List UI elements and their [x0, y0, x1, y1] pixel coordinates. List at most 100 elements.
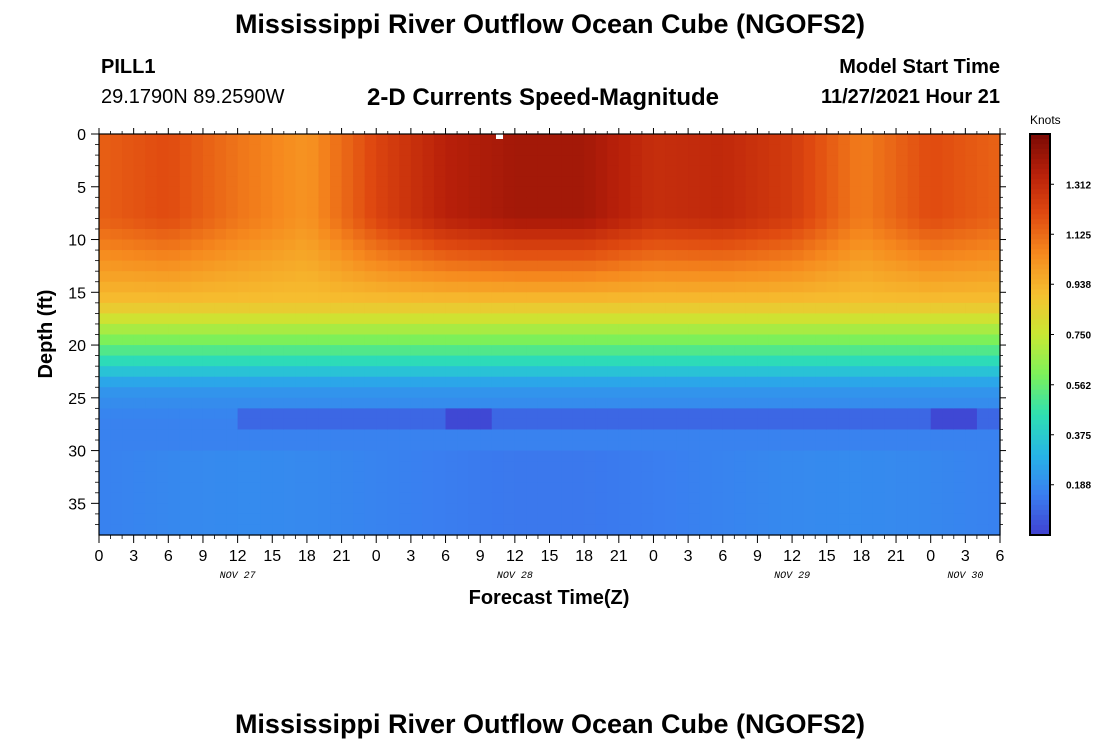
heatmap-cell — [884, 513, 897, 526]
heatmap-cell — [480, 397, 493, 409]
heatmap-cell — [99, 239, 112, 251]
heatmap-cell — [653, 239, 666, 251]
heatmap-cell — [318, 461, 331, 473]
heatmap-cell — [803, 387, 816, 399]
heatmap-cell — [145, 355, 158, 367]
colorbar-swatch — [1030, 134, 1050, 140]
heatmap-cell — [156, 155, 169, 167]
heatmap-cell — [861, 376, 874, 388]
colorbar-swatch — [1030, 139, 1050, 145]
heatmap-cell — [757, 302, 770, 314]
heatmap-cell — [364, 155, 377, 167]
heatmap-cell — [376, 513, 389, 526]
heatmap-cell — [272, 376, 285, 388]
heatmap-cell — [514, 376, 527, 388]
heatmap-cell — [330, 165, 343, 177]
heatmap-cell — [549, 197, 562, 209]
heatmap-cell — [734, 471, 747, 483]
heatmap-cell — [861, 482, 874, 494]
heatmap-cell — [861, 239, 874, 251]
heatmap-cell — [330, 387, 343, 399]
heatmap-cell — [318, 134, 331, 146]
heatmap-cell — [688, 418, 701, 431]
heatmap-cell — [976, 366, 990, 378]
heatmap-cell — [803, 482, 816, 494]
heatmap-cell — [503, 334, 516, 346]
heatmap-cell — [99, 355, 112, 367]
heatmap-cell — [942, 260, 955, 272]
heatmap-cell — [953, 250, 966, 262]
heatmap-cell — [780, 186, 793, 198]
heatmap-cell — [722, 366, 735, 378]
heatmap-cell — [306, 408, 320, 420]
heatmap-cell — [792, 418, 805, 431]
heatmap-cell — [480, 207, 493, 220]
heatmap-cell — [792, 292, 805, 304]
heatmap-cell — [699, 313, 712, 325]
heatmap-cell — [318, 155, 331, 167]
heatmap-cell — [237, 355, 250, 367]
heatmap-cell — [295, 524, 308, 536]
heatmap-cell — [826, 482, 839, 494]
heatmap-cell — [976, 323, 990, 336]
heatmap-cell — [168, 260, 181, 272]
heatmap-cell — [122, 176, 135, 188]
heatmap-cell — [526, 239, 539, 251]
heatmap-cell — [457, 345, 470, 357]
heatmap-cell — [734, 345, 747, 357]
heatmap-cell — [202, 482, 216, 494]
heatmap-cell — [549, 513, 562, 526]
heatmap-cell — [838, 323, 851, 336]
x-tick-label: 0 — [95, 548, 104, 565]
heatmap-cell — [122, 450, 135, 462]
heatmap-cell — [133, 134, 146, 146]
heatmap-cell — [387, 376, 400, 388]
heatmap-cell — [214, 323, 227, 336]
heatmap-cell — [641, 292, 655, 304]
heatmap-cell — [341, 355, 354, 367]
heatmap-cell — [630, 271, 643, 283]
heatmap-cell — [849, 165, 862, 177]
heatmap-cell — [572, 228, 585, 241]
heatmap-cell — [330, 155, 343, 167]
heatmap-cell — [872, 313, 886, 325]
heatmap-cell — [110, 207, 123, 220]
heatmap-cell — [849, 260, 862, 272]
heatmap-cell — [387, 440, 400, 452]
heatmap-cell — [745, 492, 759, 504]
heatmap-cell — [884, 281, 897, 293]
heatmap-cell — [283, 155, 296, 167]
heatmap-cell — [364, 239, 377, 251]
heatmap-cell — [849, 376, 862, 388]
heatmap-cell — [168, 366, 181, 378]
heatmap-cell — [838, 134, 851, 146]
heatmap-cell — [376, 450, 389, 462]
heatmap-cell — [734, 239, 747, 251]
heatmap-cell — [907, 281, 920, 293]
heatmap-cell — [503, 503, 516, 515]
heatmap-cell — [861, 366, 874, 378]
heatmap-cell — [237, 450, 250, 462]
heatmap-cell — [572, 366, 585, 378]
heatmap-cell — [745, 418, 759, 431]
heatmap-cell — [99, 218, 112, 230]
heatmap-cell — [641, 165, 655, 177]
heatmap-cell — [699, 134, 712, 146]
date-label: NOV 28 — [497, 571, 533, 582]
heatmap-cell — [387, 524, 400, 536]
heatmap-cell — [653, 355, 666, 367]
heatmap-cell — [433, 387, 447, 399]
colorbar-swatch — [1030, 369, 1050, 376]
heatmap-cell — [283, 366, 296, 378]
heatmap-cell — [803, 186, 816, 198]
heatmap-cell — [306, 228, 320, 241]
heatmap-cell — [838, 429, 851, 441]
heatmap-cell — [676, 323, 689, 336]
heatmap-cell — [792, 376, 805, 388]
heatmap-cell — [618, 134, 631, 146]
heatmap-cell — [930, 461, 943, 473]
heatmap-cell — [780, 228, 793, 241]
heatmap-cell — [618, 239, 631, 251]
heatmap-cell — [237, 228, 250, 241]
heatmap-cell — [457, 292, 470, 304]
